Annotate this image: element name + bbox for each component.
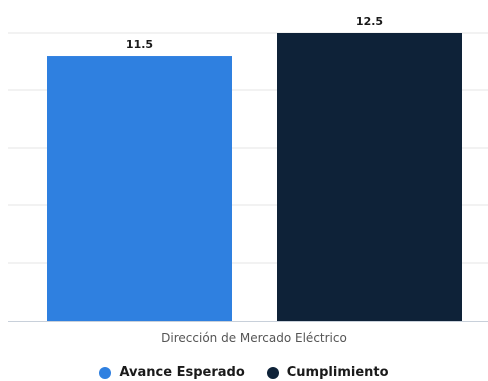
data-labels: 11.5 12.5 [126, 15, 383, 51]
bar-cumplimiento[interactable] [277, 33, 462, 321]
bar-chart: 11.5 12.5 Dirección de Mercado Eléctrico [8, 15, 488, 345]
legend-label: Cumplimiento [286, 365, 389, 380]
legend: Avance Esperado Cumplimiento [0, 364, 488, 381]
legend-label: Avance Esperado [119, 365, 245, 380]
legend-marker-circle [266, 366, 279, 379]
bars [47, 33, 462, 321]
legend-item-avance-esperado[interactable]: Avance Esperado [99, 365, 245, 380]
legend-item-cumplimiento[interactable]: Cumplimiento [266, 365, 389, 380]
legend-marker-circle [99, 366, 112, 379]
data-label: 11.5 [126, 38, 153, 51]
bar-avance-esperado[interactable] [47, 56, 232, 321]
category-label: Dirección de Mercado Eléctrico [161, 331, 347, 345]
data-label: 12.5 [356, 15, 383, 28]
